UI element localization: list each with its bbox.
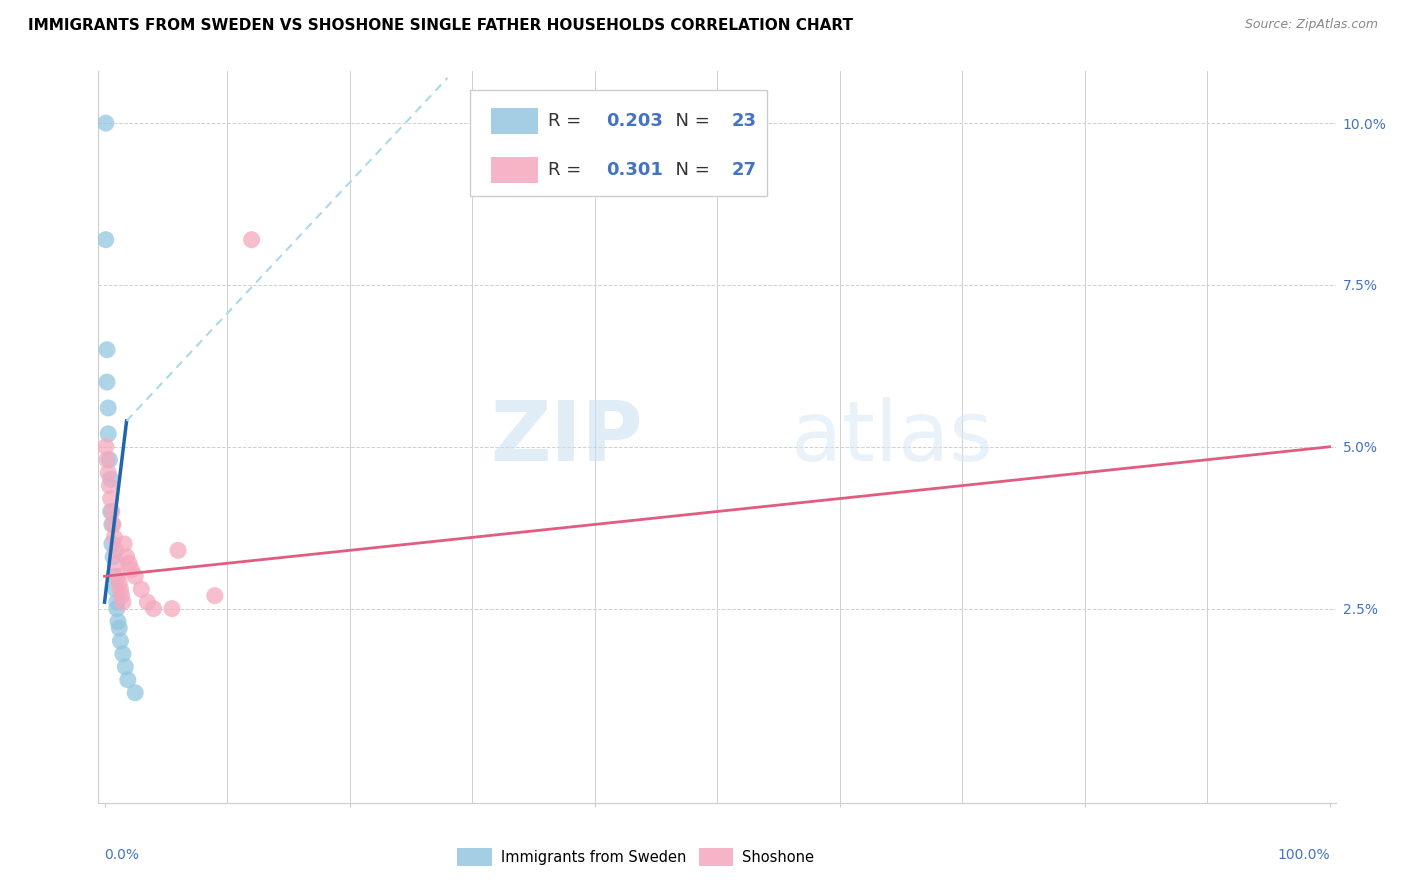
Point (105, 601, 128, 615)
Point (107, 615, 129, 629)
Point (124, 686, 146, 700)
FancyBboxPatch shape (491, 157, 537, 184)
Point (100, 504, 122, 518)
Text: atlas: atlas (792, 397, 993, 477)
Point (101, 517, 124, 532)
Point (101, 517, 124, 532)
Text: Source: ZipAtlas.com: Source: ZipAtlas.com (1244, 18, 1378, 31)
Point (118, 557, 141, 571)
Point (115, 549, 138, 564)
Point (121, 563, 143, 577)
Point (97, 466, 120, 480)
Text: ZIP: ZIP (491, 397, 643, 477)
Text: 0.301: 0.301 (606, 161, 662, 179)
Point (101, 537, 124, 551)
Point (103, 530, 125, 544)
Text: 0.0%: 0.0% (104, 848, 139, 862)
Point (114, 660, 136, 674)
Point (96, 343, 118, 357)
Point (240, 233, 263, 247)
Point (98, 478, 121, 492)
Point (110, 634, 132, 648)
Point (124, 569, 146, 583)
Point (117, 673, 139, 687)
Point (94, 233, 117, 247)
Point (101, 504, 124, 518)
FancyBboxPatch shape (457, 848, 492, 866)
Point (107, 569, 129, 583)
Point (101, 549, 124, 564)
Point (94, 116, 117, 130)
Text: 27: 27 (733, 161, 756, 179)
Point (105, 595, 128, 609)
Point (110, 582, 132, 597)
Point (129, 582, 152, 597)
Point (103, 569, 125, 583)
Point (111, 595, 134, 609)
Point (204, 589, 226, 603)
Text: IMMIGRANTS FROM SWEDEN VS SHOSHONE SINGLE FATHER HOUSEHOLDS CORRELATION CHART: IMMIGRANTS FROM SWEDEN VS SHOSHONE SINGL… (28, 18, 853, 33)
Point (111, 647, 134, 661)
Text: N =: N = (664, 161, 716, 179)
Text: 100.0%: 100.0% (1277, 848, 1330, 862)
Point (97, 426, 120, 441)
Point (100, 472, 122, 486)
Point (94, 440, 117, 454)
Point (111, 589, 134, 603)
FancyBboxPatch shape (491, 108, 537, 134)
Point (108, 621, 131, 635)
Point (167, 543, 190, 558)
Text: R =: R = (547, 112, 586, 130)
Point (100, 491, 122, 506)
Point (112, 537, 135, 551)
Text: N =: N = (664, 112, 716, 130)
Point (108, 575, 131, 590)
Text: Immigrants from Sweden: Immigrants from Sweden (501, 850, 686, 865)
FancyBboxPatch shape (699, 848, 733, 866)
Point (160, 601, 183, 615)
Point (98, 452, 121, 467)
Text: R =: R = (547, 161, 586, 179)
Point (97, 401, 120, 415)
Text: Shoshone: Shoshone (742, 850, 814, 865)
Point (142, 601, 165, 615)
Point (96, 452, 118, 467)
Point (136, 595, 159, 609)
Text: 23: 23 (733, 112, 756, 130)
Text: 0.203: 0.203 (606, 112, 662, 130)
Point (105, 557, 128, 571)
Point (96, 375, 118, 389)
Point (104, 582, 127, 597)
FancyBboxPatch shape (470, 90, 766, 195)
Point (104, 543, 127, 558)
